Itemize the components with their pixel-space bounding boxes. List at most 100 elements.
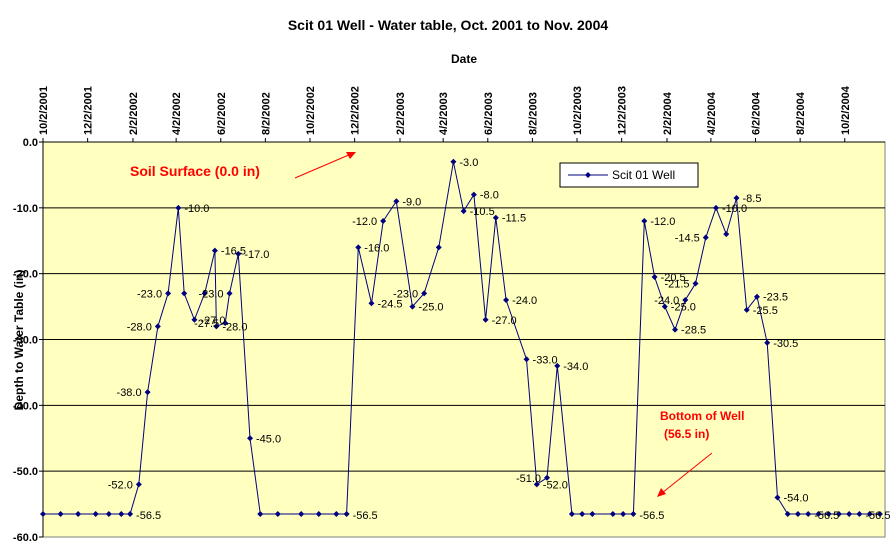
data-point <box>222 320 229 327</box>
data-label: -30.5 <box>773 338 798 350</box>
data-point <box>257 510 264 517</box>
data-point <box>154 323 161 330</box>
x-tick-label: 8/2/2002 <box>260 92 272 135</box>
data-point <box>672 326 679 333</box>
legend: Scit 01 Well <box>559 162 699 188</box>
data-label: -23.5 <box>763 292 788 304</box>
data-point <box>482 316 489 323</box>
data-label: -23.0 <box>137 288 162 300</box>
data-label: -20.5 <box>661 272 686 284</box>
y-tick-label: -40.0 <box>13 400 38 412</box>
legend-marker <box>585 172 591 178</box>
data-label: -34.0 <box>563 361 588 373</box>
x-tick-label: 8/2/2004 <box>795 91 807 135</box>
data-label: -33.0 <box>533 354 558 366</box>
data-labels: -56.5 -52.0 -38.0 -28.0 -23.0 -10.0 -27.0 -16.5… <box>108 157 891 522</box>
data-point <box>435 244 442 251</box>
bottom-of-well-annotation: Bottom of Well (56.5 in) <box>657 409 744 497</box>
data-label: -8.0 <box>480 190 499 202</box>
data-point <box>380 218 387 224</box>
x-tick-label: 12/2/2003 <box>617 86 629 135</box>
bottom-of-well-arrow <box>661 452 713 494</box>
x-tick-label: 4/2/2004 <box>706 91 718 135</box>
data-point <box>835 510 842 517</box>
data-label: -21.5 <box>664 279 689 291</box>
data-point <box>523 356 530 363</box>
data-point <box>702 234 709 241</box>
data-label: -56.5 <box>814 510 839 522</box>
x-tick-label: 10/2/2002 <box>305 86 317 135</box>
data-point <box>692 280 699 287</box>
data-label: -12.0 <box>352 216 377 228</box>
data-point <box>333 510 340 517</box>
data-point <box>118 510 125 517</box>
data-point <box>175 204 182 211</box>
data-point <box>620 510 627 517</box>
data-point <box>247 435 254 442</box>
data-point <box>135 481 142 488</box>
data-label: -3.0 <box>459 157 478 169</box>
y-tick-label: -20.0 <box>13 269 38 281</box>
data-point <box>723 231 730 238</box>
x-axis-ticks: 10/2/2001 12/2/2001 2/2/2002 4/2/2002 6/2/20… <box>38 85 885 143</box>
data-point <box>554 362 561 369</box>
data-point <box>784 510 791 517</box>
data-label: -28.0 <box>222 321 247 333</box>
data-point <box>682 297 689 303</box>
soil-surface-label: Soil Surface (0.0 in) <box>130 163 260 179</box>
gridlines <box>43 207 885 472</box>
data-label: -45.0 <box>256 433 281 445</box>
data-label: -17.0 <box>244 249 269 261</box>
data-point <box>630 510 637 517</box>
data-label: -38.0 <box>117 387 142 399</box>
x-tick-label: 4/2/2003 <box>438 92 450 135</box>
x-tick-label: 10/2/2001 <box>38 86 50 135</box>
data-point <box>589 510 596 517</box>
data-point <box>105 510 112 517</box>
data-label: -11.5 <box>502 213 526 225</box>
data-label: -28.0 <box>127 321 152 333</box>
data-point <box>226 290 233 297</box>
data-label: -10.0 <box>722 203 747 215</box>
data-point <box>846 510 853 517</box>
data-point <box>815 510 822 517</box>
data-point <box>733 194 740 201</box>
data-point <box>144 389 151 396</box>
data-label: -56.5 <box>639 510 664 522</box>
data-point <box>127 510 134 517</box>
data-point <box>533 481 540 488</box>
data-label: -52.0 <box>543 479 568 491</box>
y-tick-label: -10.0 <box>13 203 38 215</box>
data-point <box>298 510 305 517</box>
data-label: -56.5 <box>353 510 378 522</box>
x-tick-label: 10/2/2004 <box>840 85 852 135</box>
data-label: -27.0 <box>492 315 517 327</box>
data-point <box>651 273 658 280</box>
x-tick-label: 2/2/2003 <box>395 92 407 135</box>
y-axis-ticks: 0.0 -10.0 -20.0 -30.0 -40.0 -50.0 -60.0 <box>13 137 44 544</box>
x-tick-label: 6/2/2002 <box>216 92 228 135</box>
data-point <box>805 510 812 517</box>
data-point <box>503 297 510 303</box>
data-point <box>201 290 208 297</box>
bottom-of-well-arrowhead <box>657 488 666 497</box>
x-tick-label: 2/2/2002 <box>128 92 140 135</box>
data-point <box>470 191 477 198</box>
data-point <box>165 290 172 297</box>
data-label: -24.0 <box>654 295 679 307</box>
data-label: -27.0 <box>200 315 225 327</box>
data-label: -27.5 <box>194 318 219 330</box>
x-tick-label: 8/2/2003 <box>527 92 539 135</box>
data-label: -14.5 <box>675 232 700 244</box>
x-tick-label: 12/2/2001 <box>83 86 95 135</box>
data-label: -24.5 <box>377 298 402 310</box>
data-point <box>661 303 668 310</box>
data-label: -24.0 <box>512 295 537 307</box>
data-point <box>213 323 220 330</box>
legend-label: Scit 01 Well <box>612 168 675 182</box>
series-scit-01-well <box>40 158 883 517</box>
soil-surface-arrow <box>294 153 352 179</box>
data-point <box>492 214 499 221</box>
data-point <box>393 198 400 205</box>
data-point <box>856 510 863 517</box>
